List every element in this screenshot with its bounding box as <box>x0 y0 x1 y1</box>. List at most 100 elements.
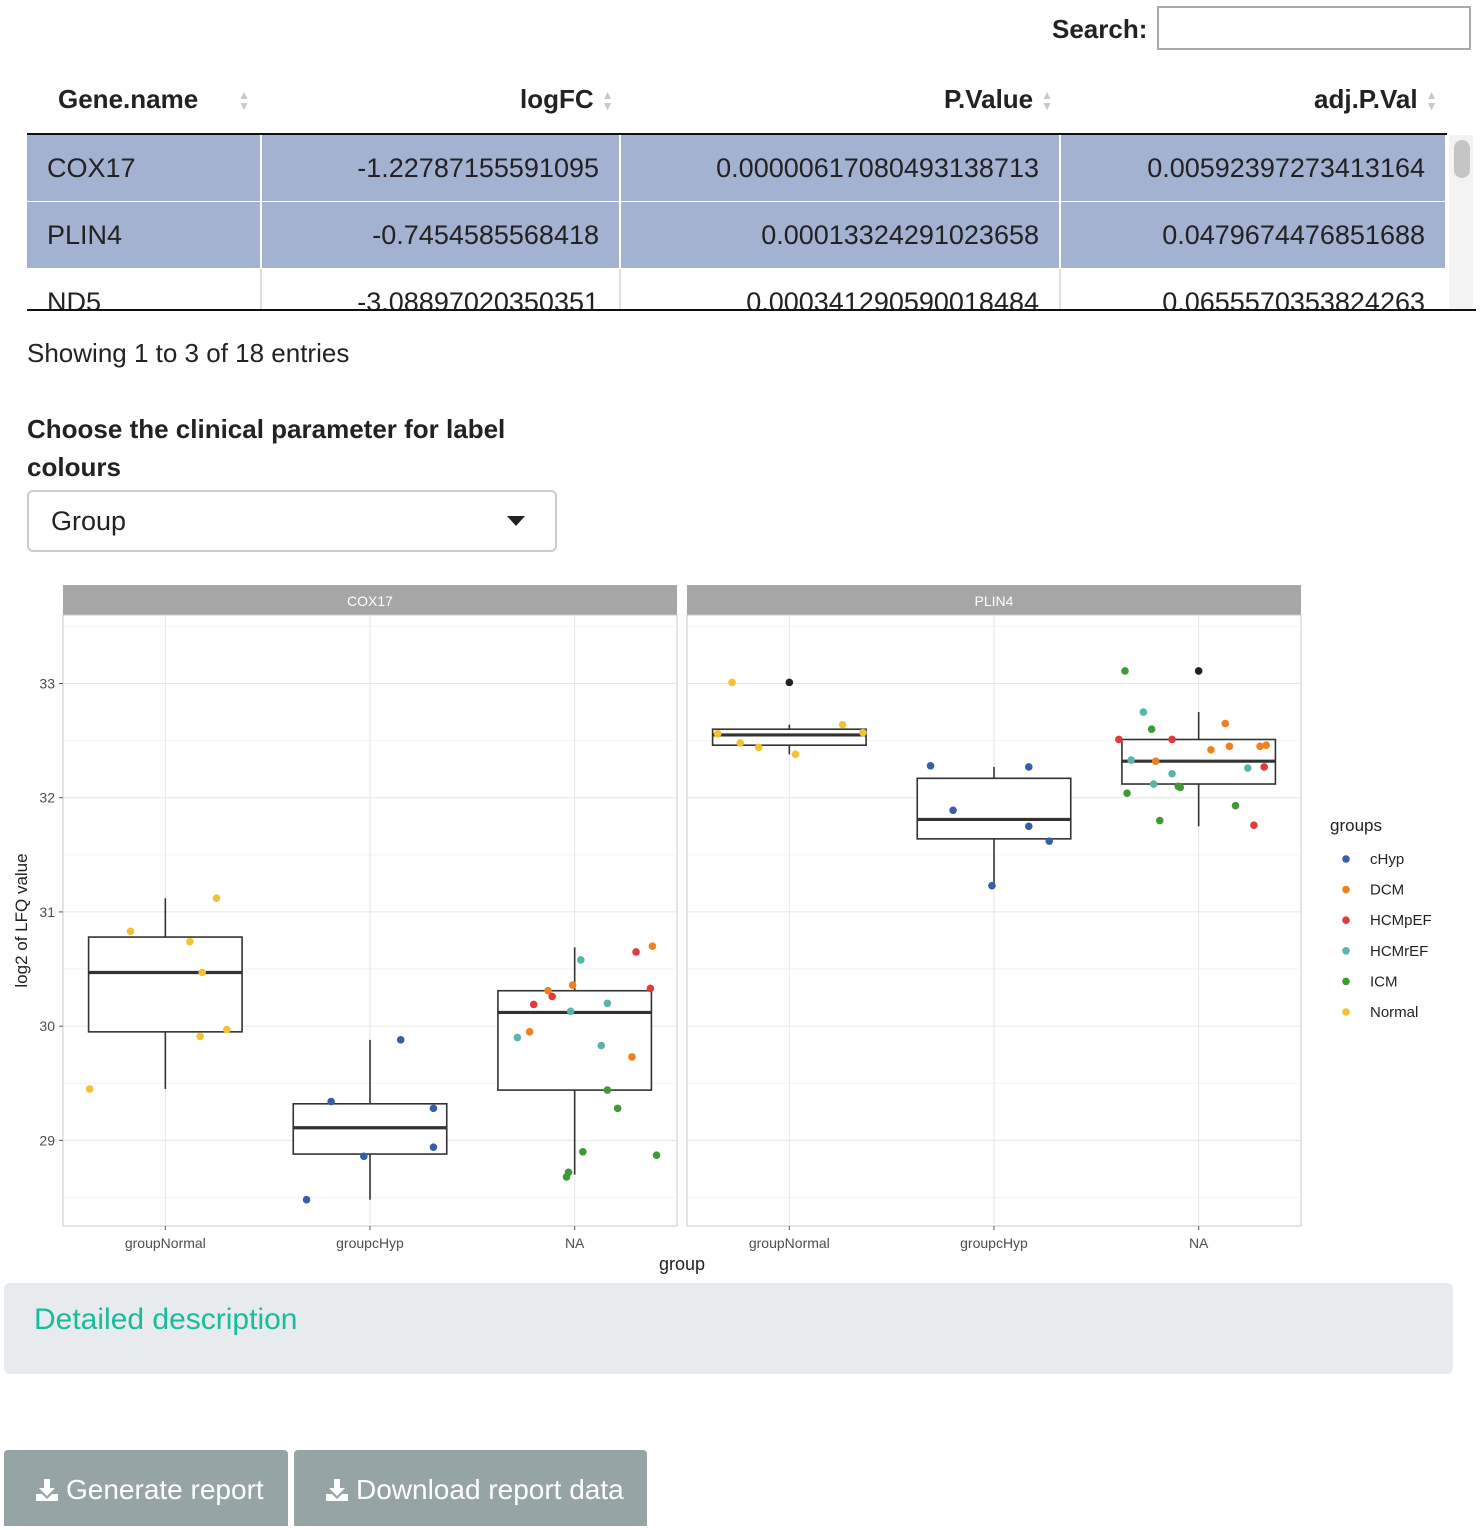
y-axis-title: log2 of LFQ value <box>12 853 31 987</box>
data-point <box>579 1147 587 1156</box>
data-point <box>1225 742 1234 751</box>
column-header-label: logFC <box>520 84 594 114</box>
data-point <box>1151 757 1160 765</box>
data-point <box>613 1104 622 1113</box>
data-point <box>949 806 957 815</box>
data-point <box>1139 708 1148 716</box>
cell-gene-name: ND5 <box>27 269 262 310</box>
data-point <box>1221 719 1230 728</box>
data-point <box>603 1086 612 1094</box>
download-report-data-button[interactable]: Download report data <box>294 1450 647 1526</box>
data-point <box>186 937 194 946</box>
box <box>497 989 653 1091</box>
data-point <box>652 1151 661 1159</box>
data-point <box>429 1104 438 1113</box>
data-point <box>1243 764 1252 772</box>
data-point <box>1176 783 1185 792</box>
data-point <box>1256 742 1264 751</box>
select-value: Group <box>51 506 127 536</box>
data-point <box>1123 789 1131 797</box>
x-tick-label: groupcHyp <box>336 1235 404 1251</box>
data-point <box>568 981 577 989</box>
table-row[interactable]: PLIN4 -0.7454585568418 0.000133242910236… <box>27 202 1445 269</box>
data-point <box>562 1173 571 1181</box>
data-point <box>429 1143 438 1151</box>
legend-label: HCMrEF <box>1370 943 1428 960</box>
x-tick-label: NA <box>565 1235 585 1251</box>
data-point <box>1115 735 1123 744</box>
data-point <box>1147 725 1156 734</box>
legend-label: cHyp <box>1370 851 1404 868</box>
data-point <box>302 1195 311 1204</box>
data-point <box>1207 745 1215 754</box>
facet-strip <box>687 585 1301 615</box>
data-point <box>791 750 800 759</box>
data-point <box>577 956 585 964</box>
y-tick-label: 31 <box>39 904 55 920</box>
column-header-logfc[interactable]: logFC ▲ ▼ <box>520 82 616 116</box>
x-axis-title: group <box>659 1254 705 1274</box>
data-point <box>1024 763 1033 771</box>
cell-pvalue: 0.00013324291023658 <box>621 202 1061 268</box>
data-point <box>1155 816 1164 825</box>
data-point <box>1045 837 1054 845</box>
data-point <box>603 999 612 1008</box>
legend-label: Normal <box>1370 1004 1418 1021</box>
data-point <box>85 1085 94 1093</box>
data-point <box>327 1097 335 1106</box>
facet-strip <box>63 585 677 615</box>
legend-key <box>1342 1008 1350 1016</box>
legend-title: groups <box>1330 816 1382 835</box>
cell-pvalue: 0.00000617080493138713 <box>621 135 1061 201</box>
column-header-label: adj.P.Val <box>1314 84 1418 114</box>
data-point <box>1168 769 1176 778</box>
column-header-pvalue[interactable]: P.Value ▲ ▼ <box>944 82 1055 116</box>
data-point <box>785 678 794 687</box>
table-header-rule <box>27 133 1447 135</box>
detailed-description-title[interactable]: Detailed description <box>34 1303 298 1336</box>
data-point <box>1250 821 1258 829</box>
column-header-gene-name[interactable]: Gene.name ▲ ▼ <box>58 82 252 116</box>
data-point <box>1121 667 1129 675</box>
data-point <box>628 1053 636 1061</box>
box <box>711 728 867 746</box>
table-info: Showing 1 to 3 of 18 entries <box>27 338 350 368</box>
generate-report-button[interactable]: Generate report <box>4 1450 288 1526</box>
search-input[interactable] <box>1157 6 1471 50</box>
x-tick-label: groupNormal <box>125 1235 206 1251</box>
data-point <box>1168 735 1176 744</box>
data-point <box>196 1032 204 1041</box>
column-header-adj-pval[interactable]: adj.P.Val ▲ ▼ <box>1314 82 1440 116</box>
table-row[interactable]: COX17 -1.22787155591095 0.00000617080493… <box>27 135 1445 202</box>
sort-icon: ▲ ▼ <box>1425 88 1438 114</box>
data-point <box>988 881 996 890</box>
detailed-description-panel[interactable]: Detailed description <box>4 1283 1453 1374</box>
x-tick-label: groupNormal <box>749 1235 830 1251</box>
cell-adj-pval: 0.00592397273413164 <box>1147 153 1425 183</box>
legend-key <box>1342 947 1350 955</box>
column-header-label: Gene.name <box>58 84 199 114</box>
box <box>87 936 243 1033</box>
clinical-parameter-select[interactable]: Group <box>27 490 557 552</box>
data-point <box>754 743 763 752</box>
data-point <box>525 1028 534 1036</box>
y-tick-label: 32 <box>39 790 55 806</box>
table-row[interactable]: ND5 -3.08897020350351 0.0003412905900184… <box>27 269 1445 310</box>
sort-icon: ▲ ▼ <box>601 88 614 114</box>
download-report-data-label: Download report data <box>356 1474 624 1505</box>
facet-label: PLIN4 <box>975 593 1014 609</box>
data-point <box>1024 822 1033 831</box>
search-label: Search: <box>1052 14 1148 44</box>
legend-key <box>1342 855 1350 863</box>
cell-adj-pval: 0.0479674476851688 <box>1162 220 1425 250</box>
column-header-label: P.Value <box>944 84 1034 114</box>
cell-pvalue: 0.000341290590018484 <box>621 269 1061 310</box>
data-point <box>926 761 935 770</box>
data-point <box>126 927 135 936</box>
x-tick-label: groupcHyp <box>960 1235 1028 1251</box>
data-point <box>566 1007 575 1016</box>
table-scrollbar-thumb[interactable] <box>1454 140 1470 178</box>
table-body[interactable]: COX17 -1.22787155591095 0.00000617080493… <box>27 135 1445 310</box>
generate-report-label: Generate report <box>66 1474 264 1505</box>
